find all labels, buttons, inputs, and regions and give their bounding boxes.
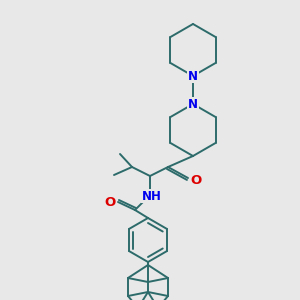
Text: O: O [190,173,202,187]
Text: N: N [188,70,198,83]
Text: NH: NH [142,190,162,202]
Text: O: O [104,196,116,209]
Text: N: N [188,98,198,110]
